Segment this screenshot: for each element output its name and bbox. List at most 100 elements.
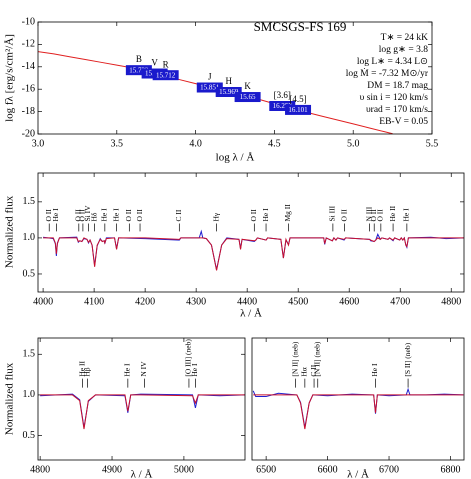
- line-label: C II: [174, 209, 183, 221]
- y-tick-label: 1.5: [23, 196, 36, 207]
- photometry-mag: 15.732: [129, 66, 149, 74]
- y-tick-label: -20: [22, 128, 35, 139]
- x-tick-label: 4000: [33, 296, 53, 307]
- parameter: log L∗ = 4.34 L⊙: [357, 57, 428, 67]
- photometry-band: J: [208, 72, 212, 82]
- photometry-band: [3.6]: [274, 90, 291, 100]
- plot-frame: [37, 337, 246, 461]
- line-label: Mg II: [283, 204, 292, 222]
- line-label: He I: [123, 363, 132, 377]
- line-label: He I: [261, 208, 270, 222]
- x-axis-label: λ / Å: [240, 308, 262, 320]
- spectrum-line: [40, 393, 245, 428]
- photometry-mag: 15.712: [156, 71, 176, 79]
- line-label: Hα: [300, 367, 309, 376]
- line-label: O II: [369, 209, 378, 222]
- x-tick-label: 4300: [186, 296, 206, 307]
- line-label: [S II] (neb): [403, 342, 412, 376]
- line-label: O II: [74, 209, 83, 222]
- line-label: He II: [388, 205, 397, 221]
- photometry-mag: 16.257: [273, 102, 293, 110]
- line-label: O II: [135, 209, 144, 222]
- x-tick-label: 4.5: [268, 138, 281, 149]
- photometry-mag: 15.851: [200, 84, 220, 92]
- line-label: He I: [51, 208, 60, 222]
- parameter: υ sin i = 120 km/s: [360, 93, 429, 103]
- parameter: T∗ = 24 kK: [381, 33, 428, 43]
- spectrum-line: [252, 387, 464, 428]
- photometry-band: R: [163, 59, 169, 69]
- x-tick-label: 4.0: [189, 138, 202, 149]
- line-label: Hβ: [82, 367, 91, 376]
- line-label: O II: [124, 209, 133, 222]
- photometry-mag: 15.65: [240, 93, 256, 101]
- y-tick-label: 1.0: [23, 232, 36, 243]
- line-label: N III: [364, 206, 373, 221]
- x-tick-label: 4600: [339, 296, 359, 307]
- photometry-box: [285, 104, 312, 115]
- x-axis-label: λ / Å: [347, 469, 369, 479]
- parameter: log Ṁ = -7.32 M⊙/yr: [346, 67, 429, 79]
- x-tick-label: 5.5: [426, 138, 439, 149]
- y-tick-label: 1.0: [23, 389, 36, 400]
- line-label: Hδ: [89, 212, 98, 221]
- photometry-box: [196, 82, 223, 93]
- y-tick-label: -16: [22, 83, 35, 94]
- y-tick-label: 0.5: [23, 268, 36, 279]
- x-tick-label: 3.0: [32, 138, 45, 149]
- spectrum-line: [43, 236, 464, 271]
- parameter: log g∗ = 3.8: [379, 45, 428, 55]
- parameter: EB-V = 0.05: [379, 117, 428, 127]
- line-label: O II: [44, 209, 53, 222]
- y-tick-label: -14: [22, 61, 35, 72]
- y-tick-label: 0.5: [23, 430, 36, 441]
- x-tick-label: 5000: [174, 464, 194, 475]
- line-label: He I: [190, 363, 199, 377]
- photometry-box: [269, 101, 296, 111]
- x-tick-label: 4800: [30, 464, 50, 475]
- line-label: Si III: [328, 205, 337, 221]
- line-label: N IV: [139, 361, 148, 377]
- photometry-mag: 15.969: [219, 88, 239, 96]
- line-label: O II: [249, 209, 258, 222]
- line-label: He II: [77, 361, 86, 377]
- chart-title: SMCSGS-FS 169: [254, 19, 347, 34]
- spectrum-line: [253, 394, 464, 430]
- x-tick-label: 3.5: [111, 138, 124, 149]
- line-label: O II: [78, 209, 87, 222]
- line-label: [N II] (neb): [312, 341, 321, 376]
- line-label: [O III] (neb): [184, 339, 193, 377]
- x-tick-label: 4700: [390, 296, 410, 307]
- y-axis-label: Normalized flux: [4, 362, 16, 435]
- parameter: DM = 18.7 mag: [367, 81, 428, 91]
- spectrum-line: [43, 229, 464, 270]
- photometry-box: [215, 87, 242, 97]
- y-tick-label: -12: [22, 39, 35, 50]
- spectrum-line: [40, 394, 245, 430]
- x-tick-label: 4500: [288, 296, 308, 307]
- line-label: [N II] (neb): [290, 341, 299, 376]
- plot-frame: [251, 337, 465, 461]
- y-tick-label: -10: [22, 16, 35, 27]
- x-axis-label: log λ / Å: [216, 152, 255, 164]
- parameter: υrad = 170 km/s: [366, 105, 428, 115]
- x-tick-label: 4400: [237, 296, 257, 307]
- line-label: He I: [370, 363, 379, 377]
- y-tick-label: -18: [22, 106, 35, 117]
- plot-frame: [37, 172, 465, 293]
- line-label: Si IV: [83, 205, 92, 222]
- x-tick-label: 4800: [441, 296, 461, 307]
- plot-frame: [37, 21, 433, 135]
- x-tick-label: 4100: [84, 296, 104, 307]
- x-tick-label: 6600: [318, 464, 338, 475]
- photometry-band: H: [225, 76, 232, 86]
- x-tick-label: 5.0: [347, 138, 360, 149]
- photometry-box: [234, 92, 261, 103]
- x-tick-label: 6800: [440, 464, 460, 475]
- line-label: O II: [376, 209, 385, 222]
- photometry-band: K: [244, 81, 251, 91]
- line-label: He I: [111, 208, 120, 222]
- line-label: Hγ: [211, 212, 220, 221]
- line-label: C II: [309, 364, 318, 376]
